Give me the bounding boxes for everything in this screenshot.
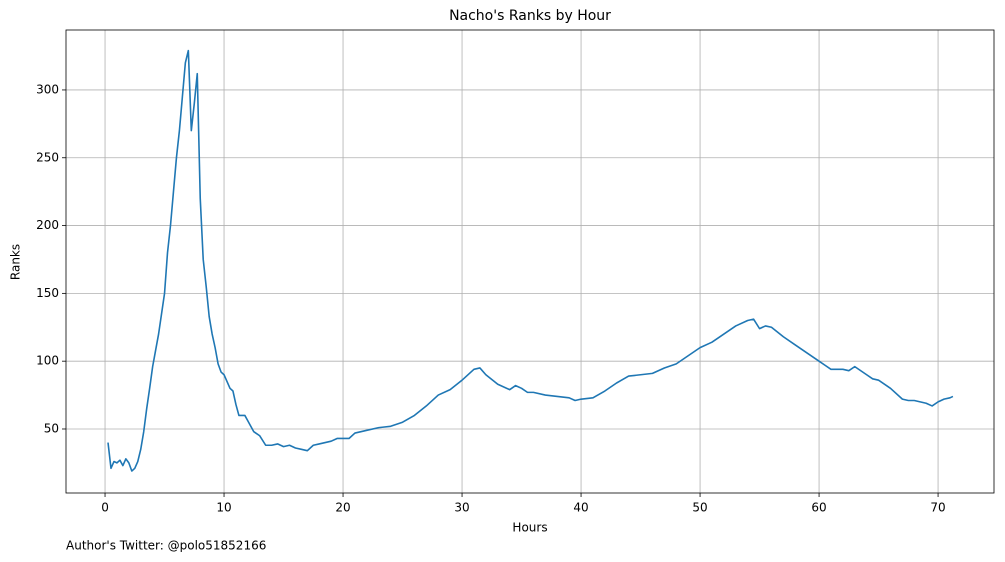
y-tick-label: 150 [36,286,59,300]
y-tick-label: 50 [44,421,59,435]
y-tick-label: 100 [36,354,59,368]
x-tick-label: 70 [930,501,945,515]
y-tick-label: 200 [36,218,59,232]
x-tick-label: 50 [692,501,707,515]
line [107,49,954,472]
x-tick-label: 60 [811,501,826,515]
x-tick-label: 40 [573,501,588,515]
x-axis-label: Hours [512,521,547,535]
x-tick-label: 10 [216,501,231,515]
y-axis-label: Ranks [9,244,23,280]
footnote: Author's Twitter: @polo51852166 [66,539,266,553]
x-tick-label: 0 [101,501,109,515]
x-tick-label: 30 [454,501,469,515]
y-tick-label: 250 [36,150,59,164]
plot-frame [65,29,995,494]
chart-title: Nacho's Ranks by Hour [449,8,611,24]
y-tick-label: 300 [36,82,59,96]
x-tick-label: 20 [335,501,350,515]
